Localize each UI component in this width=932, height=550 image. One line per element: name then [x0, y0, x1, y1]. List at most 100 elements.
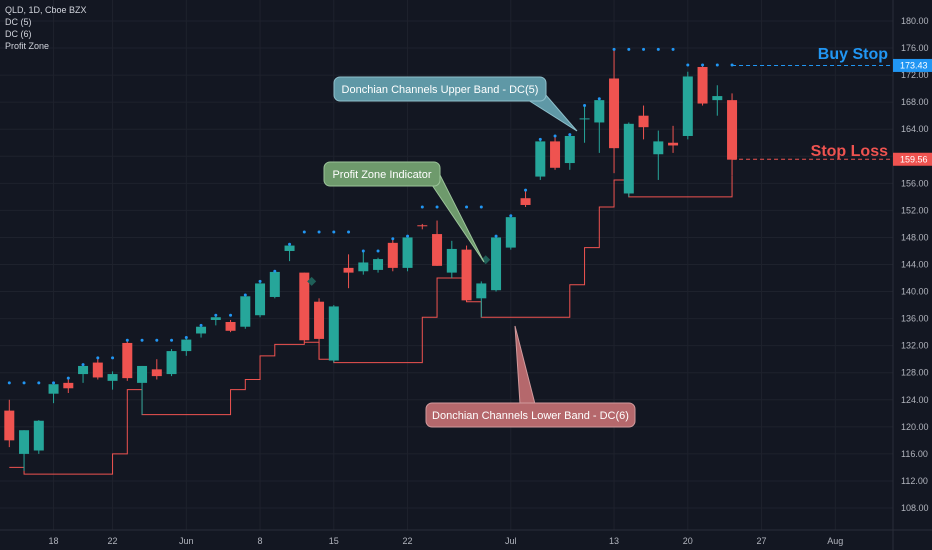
lower-band-callout-box — [425, 402, 636, 428]
candle-down — [668, 125, 679, 153]
candle-up — [240, 294, 251, 329]
upper-band-dot — [229, 313, 233, 317]
candle-body — [255, 283, 266, 316]
candle-up — [269, 271, 280, 299]
profit-zone-callout-box — [323, 161, 441, 187]
candle-body — [579, 118, 590, 120]
y-tick-label: 168.00 — [901, 97, 929, 107]
candle-body — [107, 374, 118, 381]
upper-band-dot — [81, 363, 85, 367]
upper-band-dot — [568, 133, 572, 137]
symbol-line: QLD, 1D, Cboe BZX — [5, 5, 87, 15]
upper-band-dots — [7, 47, 734, 385]
x-tick-label: Jun — [179, 536, 194, 546]
buy-stop-label: Buy Stop — [818, 46, 888, 63]
candle-down — [92, 357, 103, 380]
candle-body — [609, 78, 620, 149]
candle-down — [343, 254, 354, 289]
candle-up — [402, 236, 413, 272]
upper-band-dot — [184, 336, 188, 340]
candle-down — [697, 64, 708, 106]
upper-band-dot — [273, 269, 277, 273]
candle-body — [358, 262, 369, 272]
upper-band-dot — [96, 356, 100, 360]
candle-body — [314, 301, 325, 339]
upper-band-dot — [125, 338, 129, 342]
buy-stop-price-tag — [893, 58, 932, 72]
upper-band-dot — [642, 47, 646, 51]
candle-down — [727, 93, 738, 176]
candle-up — [476, 281, 487, 318]
buy-stop-price-text: 173.43 — [900, 61, 928, 71]
stop-loss-price-text: 159.56 — [900, 154, 928, 164]
candle-down — [432, 220, 443, 266]
upper-band-dot — [435, 205, 439, 209]
candle-down — [520, 190, 531, 208]
candle-up — [210, 315, 221, 326]
upper-band-dot — [52, 381, 56, 385]
indicator-dc6[interactable]: DC (6) — [5, 29, 32, 39]
upper-band-dot — [347, 230, 351, 234]
upper-band-dot — [332, 230, 336, 234]
candle-up — [653, 130, 664, 180]
y-tick-label: 108.00 — [901, 503, 929, 513]
upper-band-dot — [553, 134, 557, 138]
candle-up — [564, 134, 575, 170]
y-tick-label: 172.00 — [901, 70, 929, 80]
upper-band-dot — [214, 313, 218, 317]
candle-body — [491, 237, 502, 291]
upper-band-dot — [406, 234, 410, 238]
candle-body — [166, 351, 177, 375]
candle-body — [4, 410, 15, 441]
candle-up — [255, 281, 266, 318]
grid — [0, 0, 893, 530]
candle-up — [328, 305, 339, 363]
candle-up — [78, 364, 89, 383]
upper-band-dot — [656, 47, 660, 51]
candle-body — [564, 135, 575, 164]
x-tick-label: 20 — [683, 536, 693, 546]
candle-up — [196, 325, 207, 338]
y-tick-label: 156.00 — [901, 178, 929, 188]
candle-body — [151, 369, 162, 377]
upper-band-dot — [155, 338, 159, 342]
upper-band-dot — [701, 63, 705, 67]
candle-body — [505, 217, 516, 248]
candle-body — [48, 384, 59, 394]
upper-band-dot — [597, 97, 601, 101]
candle-body — [33, 420, 44, 451]
candle-body — [653, 141, 664, 155]
candle-up — [579, 105, 590, 143]
candle-body — [682, 76, 693, 136]
candle-up — [181, 337, 192, 356]
candle-up — [712, 85, 723, 116]
indicator-dc5[interactable]: DC (5) — [5, 17, 32, 27]
upper-band-dot — [302, 230, 306, 234]
candle-body — [712, 96, 723, 101]
y-tick-label: 152.00 — [901, 205, 929, 215]
lower-band-callout-text: Donchian Channels Lower Band - DC(6) — [432, 410, 629, 422]
y-tick-label: 180.00 — [901, 16, 929, 26]
candle-body — [269, 271, 280, 297]
candle-down — [122, 340, 133, 381]
y-tick-label: 144.00 — [901, 260, 929, 270]
x-tick-label: 22 — [108, 536, 118, 546]
candle-up — [373, 257, 384, 273]
candle-body — [92, 362, 103, 378]
y-tick-label: 136.00 — [901, 314, 929, 324]
candle-body — [328, 306, 339, 361]
upper-band-dot — [376, 249, 380, 253]
candle-body — [78, 365, 89, 375]
upper-band-dot — [391, 237, 395, 241]
candle-down — [151, 359, 162, 380]
candle-down — [417, 223, 428, 230]
x-tick-label: 15 — [329, 536, 339, 546]
upper-band-dot — [479, 205, 483, 209]
candle-body — [727, 100, 738, 160]
indicator-profit-zone[interactable]: Profit Zone — [5, 41, 50, 51]
candle-body — [63, 382, 74, 389]
candle-body — [137, 365, 148, 383]
candle-body — [196, 326, 207, 334]
x-tick-label: 27 — [757, 536, 767, 546]
